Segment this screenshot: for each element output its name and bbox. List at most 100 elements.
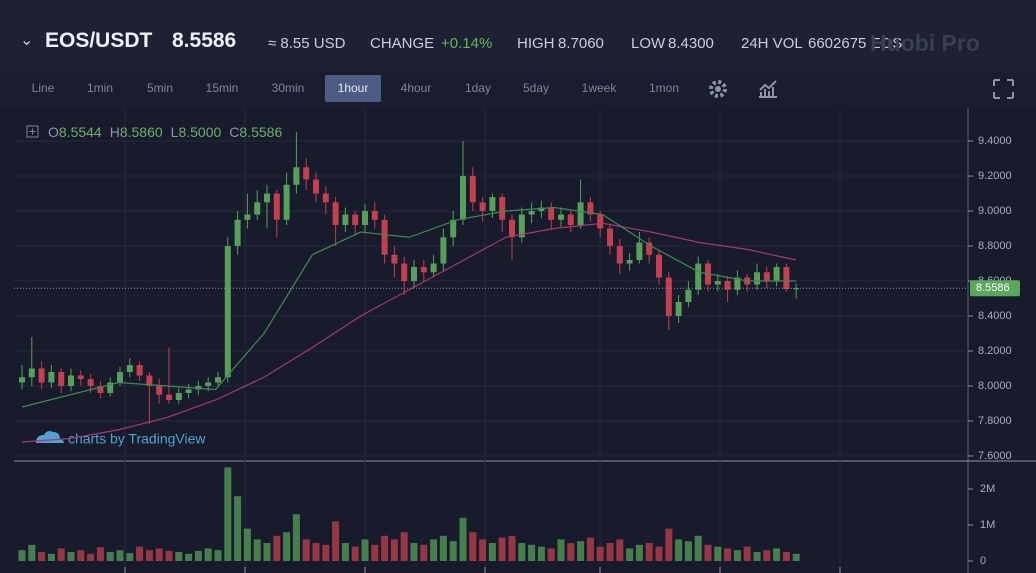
candle-body [322, 193, 329, 203]
volume-bar [302, 539, 310, 561]
candle-body [675, 302, 682, 317]
volume-bar [547, 548, 555, 561]
indicators-icon[interactable] [759, 80, 777, 98]
volume-bar [792, 553, 800, 561]
volume-tick-label: 0 [980, 555, 986, 567]
candle-body [87, 378, 94, 386]
candle-body [332, 202, 339, 226]
volume-bar [733, 550, 741, 561]
candle-body [166, 394, 172, 400]
volume-bar [185, 553, 193, 561]
candle-body [685, 289, 692, 303]
y-tick-label: 8.4000 [978, 310, 1012, 322]
interval-button[interactable]: 4hour [400, 81, 432, 95]
interval-button[interactable]: 1week [581, 81, 617, 95]
interval-button[interactable]: 1mon [648, 81, 680, 95]
volume-bar [606, 543, 614, 561]
interval-button[interactable]: 5min [146, 81, 173, 95]
candle-body [646, 242, 653, 255]
volume-bar [626, 548, 634, 561]
interval-button[interactable]: 1day [464, 81, 492, 95]
candle-body [754, 272, 760, 285]
stat-label: 24H VOL [741, 35, 803, 52]
volume-bar [381, 535, 389, 561]
volume-bar [322, 544, 330, 561]
last-price-label: 8.5586 [976, 282, 1010, 294]
volume-bar [488, 543, 496, 561]
y-tick-label: 7.8000 [978, 415, 1012, 427]
y-tick-label: 9.4000 [978, 135, 1012, 147]
interval-button[interactable]: 30min [271, 81, 305, 95]
volume-bar [420, 544, 428, 561]
stat-label: LOW [631, 35, 666, 52]
candle-body [117, 371, 123, 383]
stat-value: 8.7060 [558, 35, 604, 52]
chart-bg [0, 108, 1036, 573]
stat-value: 6602675 EOS [808, 35, 903, 52]
candle-body [460, 176, 466, 220]
volume-bar [616, 539, 624, 561]
volume-bar [283, 532, 291, 561]
volume-bar [528, 544, 536, 561]
volume-bar [596, 546, 604, 561]
y-tick-label: 9.0000 [978, 205, 1012, 217]
stat-label: HIGH [517, 35, 555, 52]
volume-bar [469, 532, 477, 561]
volume-bar [508, 535, 516, 561]
pair[interactable]: EOS/USDT [45, 29, 153, 52]
volume-bar [675, 539, 683, 561]
candle-body [597, 214, 604, 229]
candle-body [68, 375, 74, 386]
candle-body [783, 267, 790, 289]
volume-bar [155, 548, 163, 561]
volume-bar [116, 550, 124, 561]
candle-body [793, 288, 800, 290]
volume-bar [371, 544, 379, 561]
candle-body [714, 281, 721, 285]
candle-body [616, 246, 623, 264]
volume-bar [410, 543, 418, 561]
settings-icon[interactable] [709, 80, 727, 98]
volume-tick-label: 1M [980, 519, 995, 531]
candle-body [205, 382, 212, 386]
volume-bar [87, 553, 95, 561]
y-tick-label: 9.2000 [978, 170, 1012, 182]
volume-bar [782, 552, 790, 561]
last-price-tag [970, 280, 1020, 297]
candle-body [558, 214, 564, 220]
interval-button[interactable]: Line [31, 81, 55, 95]
candle-body [185, 389, 192, 393]
interval-button[interactable]: 1min [86, 81, 113, 95]
candle-body [362, 211, 368, 226]
volume-bar [312, 543, 320, 561]
interval-button[interactable]: 5day [522, 81, 550, 95]
volume-bar [67, 552, 75, 561]
volume-bar [439, 535, 447, 561]
dropdown-caret[interactable]: ⌄ [20, 32, 34, 49]
volume-bar [234, 496, 242, 561]
volume-bar [498, 537, 506, 561]
candle-body [656, 254, 662, 278]
candle-body [626, 260, 633, 264]
volume-tick-label: 2M [980, 483, 995, 495]
interval-button[interactable]: 15min [205, 81, 239, 95]
volume-bar [47, 553, 55, 561]
candle-body [401, 263, 408, 282]
candle-body [126, 364, 133, 372]
stat-label: CHANGE [370, 35, 435, 52]
watermark[interactable]: charts by TradingView [68, 431, 206, 447]
fullscreen-icon[interactable] [993, 79, 1014, 99]
volume-bar [57, 548, 65, 561]
candle-body [215, 377, 221, 383]
volume-bar [390, 539, 398, 561]
legend-toggle[interactable] [26, 125, 39, 138]
volume-bar [77, 550, 85, 561]
candle-body [19, 377, 25, 383]
header: ⌄ EOS/USDT 8.5586 ≈ 8.55 USD CHANGE +0.1… [0, 0, 1036, 72]
interval-button[interactable]: 1hour [325, 75, 381, 102]
legend-label: L [170, 124, 179, 140]
stat-value: 8.4300 [668, 35, 714, 52]
volume-bar [273, 535, 281, 561]
